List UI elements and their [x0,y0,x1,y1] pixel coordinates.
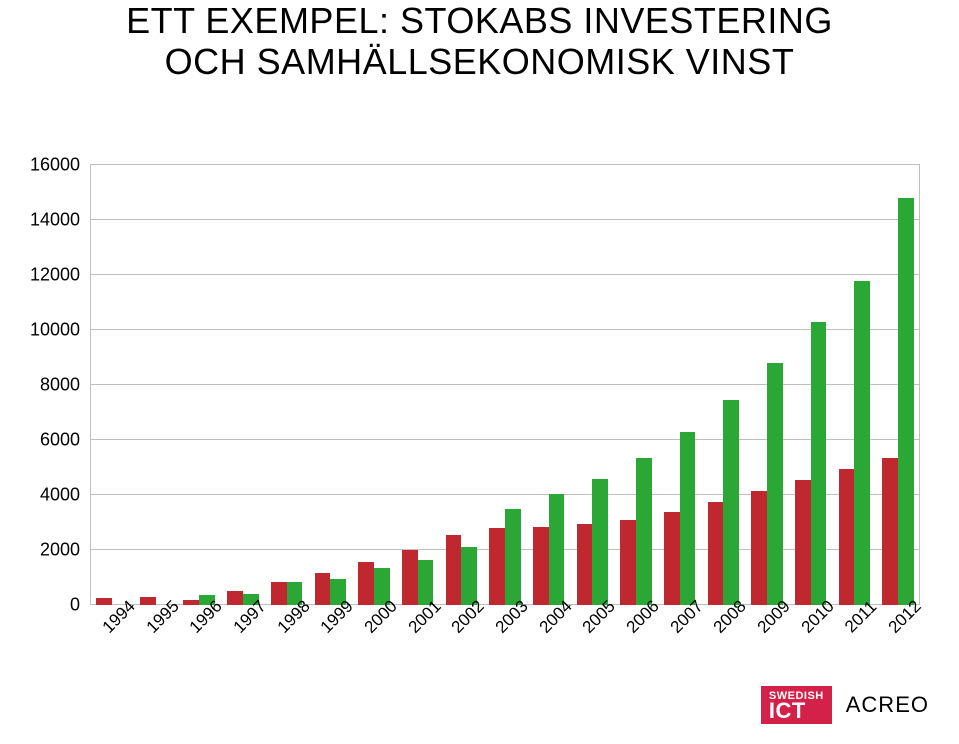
y-tick-label: 10000 [30,320,80,341]
bar-group [483,165,527,605]
acreo-logo: ACREO [846,692,929,718]
bar-series_a [577,524,593,605]
bar-group [308,165,352,605]
bar-series_b [854,281,870,606]
logo-text-bottom: ICT [769,700,824,722]
y-tick-label: 0 [70,595,80,616]
bar-group [221,165,265,605]
chart-bars [90,165,920,605]
bar-series_a [708,502,724,605]
bar-group [265,165,309,605]
bar-group [439,165,483,605]
y-tick-label: 6000 [40,430,80,451]
bar-series_a [664,512,680,606]
bar-series_a [271,582,287,605]
bar-series_a [839,469,855,605]
y-tick-label: 12000 [30,265,80,286]
footer-logos: SWEDISH ICT ACREO [761,686,929,724]
bar-group [876,165,920,605]
bar-group [745,165,789,605]
bar-group [702,165,746,605]
y-tick-label: 16000 [30,155,80,176]
bar-series_b [723,400,739,605]
bar-series_a [96,598,112,605]
y-tick-label: 14000 [30,210,80,231]
bar-group [658,165,702,605]
y-tick-label: 8000 [40,375,80,396]
bar-series_a [227,591,243,605]
bar-series_a [358,562,374,605]
bar-series_b [549,494,565,605]
chart-plot-area: 0200040006000800010000120001400016000 [90,165,920,605]
bar-series_b [680,432,696,605]
bar-series_b [811,322,827,605]
bar-group [833,165,877,605]
bar-group [614,165,658,605]
bar-series_a [140,597,156,605]
bar-group [396,165,440,605]
chart-x-labels: 1994199519961997199819992000200120022003… [90,610,920,660]
bar-group [134,165,178,605]
bar-group [352,165,396,605]
bar-series_b [505,509,521,605]
swedish-ict-logo: SWEDISH ICT [761,686,832,724]
bar-series_b [898,198,914,605]
bar-series_a [620,520,636,605]
bar-series_a [183,600,199,606]
bar-series_a [446,535,462,605]
title-line-2: OCH SAMHÄLLSEKONOMISK VINST [0,41,959,82]
bar-series_b [636,458,652,605]
bar-series_a [751,491,767,605]
bar-group [571,165,615,605]
title-line-1: ETT EXEMPEL: STOKABS INVESTERING [0,0,959,41]
bar-series_a [489,528,505,605]
bar-group [177,165,221,605]
bar-group [90,165,134,605]
chart-title: ETT EXEMPEL: STOKABS INVESTERING OCH SAM… [0,0,959,83]
bar-series_a [402,550,418,605]
bar-group [789,165,833,605]
bar-series_a [882,458,898,605]
bar-series_a [533,527,549,605]
bar-series_a [795,480,811,605]
bar-series_a [315,573,331,605]
y-tick-label: 4000 [40,485,80,506]
bar-series_b [592,479,608,606]
bar-series_b [767,363,783,605]
bar-group [527,165,571,605]
y-tick-label: 2000 [40,540,80,561]
